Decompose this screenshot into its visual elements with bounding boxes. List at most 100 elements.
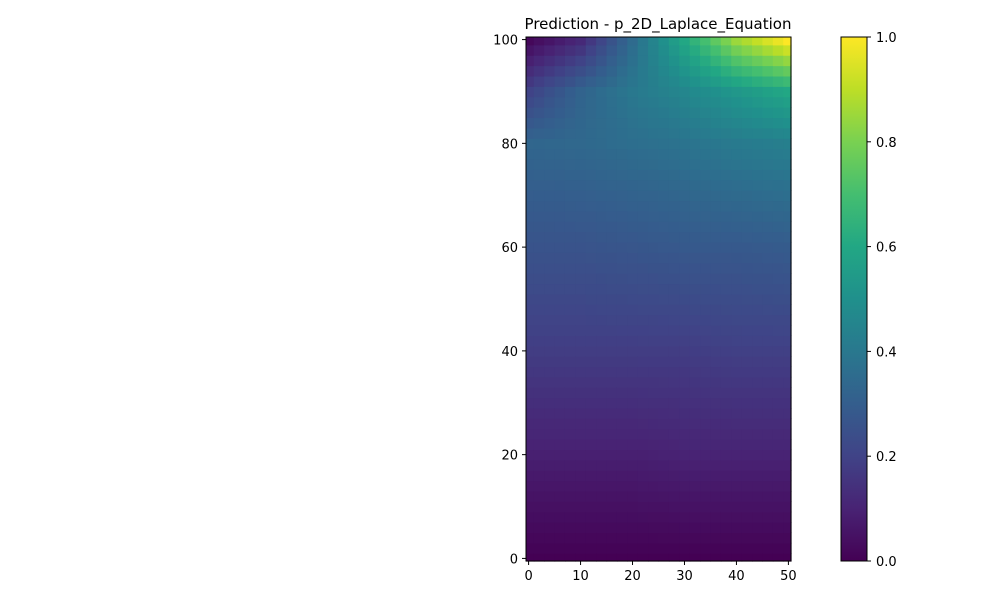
colorbar-tick-label: 0.6 <box>876 241 897 256</box>
heatmap-cell <box>772 480 784 492</box>
heatmap-cell <box>616 470 628 482</box>
heatmap-cell <box>606 37 618 46</box>
heatmap-cell <box>616 96 628 108</box>
heatmap-cell <box>710 75 722 87</box>
heatmap-cell <box>544 335 556 347</box>
heatmap-cell <box>658 96 670 108</box>
heatmap-cell <box>575 210 587 222</box>
heatmap-cell <box>533 356 545 368</box>
heatmap-cell <box>564 480 576 492</box>
heatmap-cell <box>668 158 680 170</box>
heatmap-cell <box>575 387 587 399</box>
heatmap-cell <box>752 65 764 77</box>
heatmap-cell <box>752 428 764 440</box>
heatmap-cell <box>648 522 660 534</box>
heatmap-cell <box>564 241 576 253</box>
heatmap-cell <box>679 107 691 119</box>
heatmap-cell <box>772 304 784 316</box>
heatmap-cell <box>564 210 576 222</box>
heatmap-cell <box>710 366 722 378</box>
heatmap-cell <box>783 148 792 160</box>
heatmap-cell <box>526 273 535 285</box>
heatmap-cell <box>752 86 764 98</box>
heatmap-cell <box>544 356 556 368</box>
heatmap-cell <box>700 511 712 523</box>
heatmap-cell <box>627 407 639 419</box>
heatmap-cell <box>720 231 732 243</box>
heatmap-cell <box>783 169 792 181</box>
heatmap-cell <box>762 117 774 129</box>
heatmap-cell <box>637 397 649 409</box>
heatmap-cell <box>575 293 587 305</box>
heatmap-cell <box>554 366 566 378</box>
heatmap-cell <box>710 200 722 212</box>
heatmap-cell <box>710 397 722 409</box>
heatmap-cell <box>526 490 535 502</box>
heatmap-cell <box>585 262 597 274</box>
heatmap-cell <box>668 273 680 285</box>
heatmap-cell <box>606 490 618 502</box>
heatmap-cell <box>533 366 545 378</box>
heatmap-cell <box>783 44 792 56</box>
heatmap-cell <box>585 304 597 316</box>
heatmap-cell <box>637 376 649 388</box>
heatmap-cell <box>554 522 566 534</box>
heatmap-cell <box>710 96 722 108</box>
heatmap-cell <box>752 511 764 523</box>
heatmap-cell <box>679 158 691 170</box>
heatmap-cell <box>762 127 774 139</box>
heatmap-cell <box>762 75 774 87</box>
heatmap-cell <box>606 96 618 108</box>
heatmap-cell <box>679 127 691 139</box>
heatmap-cell <box>554 418 566 430</box>
heatmap-cell <box>637 470 649 482</box>
heatmap-cell <box>648 314 660 326</box>
heatmap-cell <box>741 138 753 150</box>
heatmap-cell <box>544 179 556 191</box>
heatmap-cell <box>731 418 743 430</box>
heatmap-cell <box>564 75 576 87</box>
heatmap-cell <box>772 65 784 77</box>
heatmap-cell <box>526 252 535 264</box>
heatmap-cell <box>585 511 597 523</box>
heatmap-cell <box>720 293 732 305</box>
heatmap-cell <box>616 553 628 562</box>
heatmap-cell <box>658 293 670 305</box>
heatmap-cell <box>544 138 556 150</box>
heatmap-cell <box>679 169 691 181</box>
heatmap-cell <box>783 55 792 67</box>
heatmap-cell <box>741 501 753 513</box>
heatmap-cell <box>741 210 753 222</box>
heatmap-cell <box>526 86 535 98</box>
heatmap-cell <box>772 283 784 295</box>
heatmap-cell <box>752 241 764 253</box>
heatmap-cell <box>585 86 597 98</box>
x-tick-label: 0 <box>524 569 532 584</box>
heatmap-cell <box>616 459 628 471</box>
heatmap-cell <box>668 522 680 534</box>
heatmap-cell <box>526 158 535 170</box>
heatmap-cell <box>637 179 649 191</box>
heatmap-cell <box>564 376 576 388</box>
heatmap-cell <box>710 241 722 253</box>
heatmap-cell <box>627 179 639 191</box>
heatmap-cell <box>526 439 535 451</box>
heatmap-cell <box>741 231 753 243</box>
heatmap-cell <box>637 127 649 139</box>
heatmap-cell <box>741 407 753 419</box>
heatmap-cell <box>616 55 628 67</box>
heatmap-cell <box>679 86 691 98</box>
heatmap-cell <box>554 241 566 253</box>
heatmap-cell <box>544 428 556 440</box>
heatmap-cell <box>668 428 680 440</box>
heatmap-cell <box>575 304 587 316</box>
heatmap-cell <box>658 190 670 202</box>
heatmap-cell <box>741 522 753 534</box>
heatmap-cell <box>627 511 639 523</box>
heatmap-cell <box>533 273 545 285</box>
heatmap-cell <box>741 86 753 98</box>
heatmap-cell <box>700 418 712 430</box>
heatmap-cell <box>596 200 608 212</box>
heatmap-cell <box>533 304 545 316</box>
heatmap-cell <box>689 459 701 471</box>
